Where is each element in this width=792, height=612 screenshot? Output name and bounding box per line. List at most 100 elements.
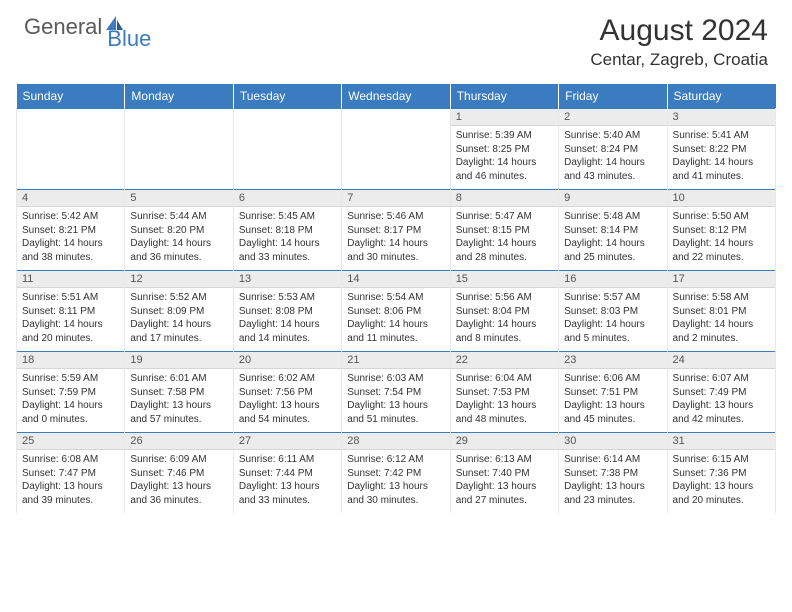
day-number: 18 [17, 351, 124, 369]
day-number: 11 [17, 270, 124, 288]
logo-text-general: General [24, 14, 102, 40]
calendar-day-cell: 18Sunrise: 5:59 AMSunset: 7:59 PMDayligh… [17, 351, 125, 432]
day-number: 3 [668, 108, 775, 126]
empty-day-body [125, 125, 232, 187]
calendar-day-cell: 20Sunrise: 6:02 AMSunset: 7:56 PMDayligh… [233, 351, 341, 432]
weekday-header: Sunday [17, 84, 125, 108]
weekday-header-row: SundayMondayTuesdayWednesdayThursdayFrid… [17, 84, 776, 108]
day-details: Sunrise: 6:02 AMSunset: 7:56 PMDaylight:… [234, 369, 341, 432]
day-details: Sunrise: 5:52 AMSunset: 8:09 PMDaylight:… [125, 288, 232, 351]
calendar-empty-cell [17, 108, 125, 189]
calendar-day-cell: 2Sunrise: 5:40 AMSunset: 8:24 PMDaylight… [559, 108, 667, 189]
day-number: 24 [668, 351, 775, 369]
day-number: 22 [451, 351, 558, 369]
day-number: 25 [17, 432, 124, 450]
empty-day-body [234, 125, 341, 187]
weekday-header: Monday [125, 84, 233, 108]
calendar-empty-cell [342, 108, 450, 189]
day-number: 16 [559, 270, 666, 288]
calendar-day-cell: 30Sunrise: 6:14 AMSunset: 7:38 PMDayligh… [559, 432, 667, 513]
calendar-day-cell: 7Sunrise: 5:46 AMSunset: 8:17 PMDaylight… [342, 189, 450, 270]
calendar-day-cell: 29Sunrise: 6:13 AMSunset: 7:40 PMDayligh… [450, 432, 558, 513]
day-number: 29 [451, 432, 558, 450]
day-number: 17 [668, 270, 775, 288]
day-number: 10 [668, 189, 775, 207]
day-details: Sunrise: 5:48 AMSunset: 8:14 PMDaylight:… [559, 207, 666, 270]
calendar-day-cell: 17Sunrise: 5:58 AMSunset: 8:01 PMDayligh… [667, 270, 775, 351]
weekday-header: Wednesday [342, 84, 450, 108]
calendar-table: SundayMondayTuesdayWednesdayThursdayFrid… [16, 84, 776, 513]
day-number: 8 [451, 189, 558, 207]
day-details: Sunrise: 6:15 AMSunset: 7:36 PMDaylight:… [668, 450, 775, 513]
day-details: Sunrise: 5:59 AMSunset: 7:59 PMDaylight:… [17, 369, 124, 432]
calendar-week-row: 1Sunrise: 5:39 AMSunset: 8:25 PMDaylight… [17, 108, 776, 189]
day-number: 28 [342, 432, 449, 450]
day-details: Sunrise: 5:40 AMSunset: 8:24 PMDaylight:… [559, 126, 666, 189]
day-number: 5 [125, 189, 232, 207]
day-number: 21 [342, 351, 449, 369]
calendar-day-cell: 9Sunrise: 5:48 AMSunset: 8:14 PMDaylight… [559, 189, 667, 270]
day-details: Sunrise: 5:39 AMSunset: 8:25 PMDaylight:… [451, 126, 558, 189]
empty-day-header [125, 108, 232, 125]
day-details: Sunrise: 6:11 AMSunset: 7:44 PMDaylight:… [234, 450, 341, 513]
day-details: Sunrise: 5:41 AMSunset: 8:22 PMDaylight:… [668, 126, 775, 189]
weekday-header: Friday [559, 84, 667, 108]
day-number: 27 [234, 432, 341, 450]
calendar-empty-cell [233, 108, 341, 189]
empty-day-header [234, 108, 341, 125]
calendar-day-cell: 16Sunrise: 5:57 AMSunset: 8:03 PMDayligh… [559, 270, 667, 351]
empty-day-body [342, 125, 449, 187]
logo-text-blue: Blue [107, 26, 151, 52]
day-number: 26 [125, 432, 232, 450]
day-details: Sunrise: 6:06 AMSunset: 7:51 PMDaylight:… [559, 369, 666, 432]
logo: General Blue [24, 14, 169, 40]
day-details: Sunrise: 6:01 AMSunset: 7:58 PMDaylight:… [125, 369, 232, 432]
calendar-day-cell: 6Sunrise: 5:45 AMSunset: 8:18 PMDaylight… [233, 189, 341, 270]
weekday-header: Tuesday [233, 84, 341, 108]
day-number: 6 [234, 189, 341, 207]
day-details: Sunrise: 6:14 AMSunset: 7:38 PMDaylight:… [559, 450, 666, 513]
calendar-day-cell: 26Sunrise: 6:09 AMSunset: 7:46 PMDayligh… [125, 432, 233, 513]
calendar-day-cell: 22Sunrise: 6:04 AMSunset: 7:53 PMDayligh… [450, 351, 558, 432]
calendar-day-cell: 27Sunrise: 6:11 AMSunset: 7:44 PMDayligh… [233, 432, 341, 513]
day-number: 12 [125, 270, 232, 288]
calendar-day-cell: 15Sunrise: 5:56 AMSunset: 8:04 PMDayligh… [450, 270, 558, 351]
day-details: Sunrise: 5:53 AMSunset: 8:08 PMDaylight:… [234, 288, 341, 351]
calendar-day-cell: 31Sunrise: 6:15 AMSunset: 7:36 PMDayligh… [667, 432, 775, 513]
day-number: 19 [125, 351, 232, 369]
day-details: Sunrise: 6:09 AMSunset: 7:46 PMDaylight:… [125, 450, 232, 513]
day-details: Sunrise: 6:03 AMSunset: 7:54 PMDaylight:… [342, 369, 449, 432]
day-number: 1 [451, 108, 558, 126]
calendar-week-row: 25Sunrise: 6:08 AMSunset: 7:47 PMDayligh… [17, 432, 776, 513]
calendar-day-cell: 10Sunrise: 5:50 AMSunset: 8:12 PMDayligh… [667, 189, 775, 270]
day-number: 7 [342, 189, 449, 207]
location: Centar, Zagreb, Croatia [590, 50, 768, 70]
day-details: Sunrise: 6:08 AMSunset: 7:47 PMDaylight:… [17, 450, 124, 513]
day-details: Sunrise: 5:58 AMSunset: 8:01 PMDaylight:… [668, 288, 775, 351]
day-number: 31 [668, 432, 775, 450]
day-number: 13 [234, 270, 341, 288]
day-details: Sunrise: 5:44 AMSunset: 8:20 PMDaylight:… [125, 207, 232, 270]
day-number: 20 [234, 351, 341, 369]
empty-day-body [17, 125, 124, 187]
header: General Blue August 2024 Centar, Zagreb,… [0, 0, 792, 76]
title-block: August 2024 Centar, Zagreb, Croatia [590, 14, 768, 70]
empty-day-header [342, 108, 449, 125]
day-number: 14 [342, 270, 449, 288]
day-details: Sunrise: 5:51 AMSunset: 8:11 PMDaylight:… [17, 288, 124, 351]
calendar-day-cell: 24Sunrise: 6:07 AMSunset: 7:49 PMDayligh… [667, 351, 775, 432]
calendar-day-cell: 19Sunrise: 6:01 AMSunset: 7:58 PMDayligh… [125, 351, 233, 432]
calendar-day-cell: 8Sunrise: 5:47 AMSunset: 8:15 PMDaylight… [450, 189, 558, 270]
day-details: Sunrise: 5:42 AMSunset: 8:21 PMDaylight:… [17, 207, 124, 270]
weekday-header: Thursday [450, 84, 558, 108]
day-details: Sunrise: 5:50 AMSunset: 8:12 PMDaylight:… [668, 207, 775, 270]
calendar-day-cell: 11Sunrise: 5:51 AMSunset: 8:11 PMDayligh… [17, 270, 125, 351]
calendar-week-row: 11Sunrise: 5:51 AMSunset: 8:11 PMDayligh… [17, 270, 776, 351]
calendar-day-cell: 28Sunrise: 6:12 AMSunset: 7:42 PMDayligh… [342, 432, 450, 513]
calendar-body: 1Sunrise: 5:39 AMSunset: 8:25 PMDaylight… [17, 108, 776, 513]
day-details: Sunrise: 5:57 AMSunset: 8:03 PMDaylight:… [559, 288, 666, 351]
day-details: Sunrise: 5:56 AMSunset: 8:04 PMDaylight:… [451, 288, 558, 351]
month-title: August 2024 [590, 14, 768, 48]
day-details: Sunrise: 5:47 AMSunset: 8:15 PMDaylight:… [451, 207, 558, 270]
calendar-day-cell: 13Sunrise: 5:53 AMSunset: 8:08 PMDayligh… [233, 270, 341, 351]
